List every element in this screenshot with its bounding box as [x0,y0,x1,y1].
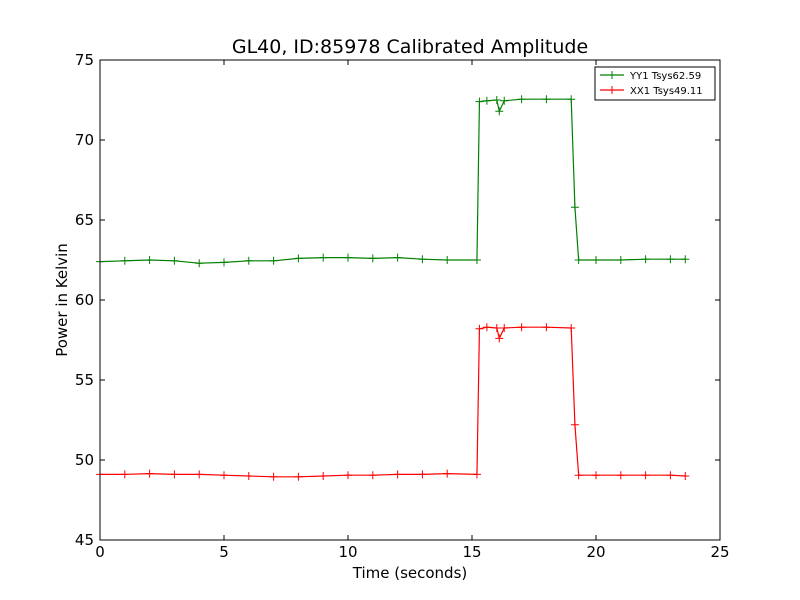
x-tick-label: 15 [462,543,481,561]
data-point-marker [495,107,504,116]
data-point-marker [269,256,278,265]
plot-area [96,95,690,481]
data-point-marker [517,323,526,332]
x-axis-label: Time (seconds) [352,564,468,582]
data-point-marker [592,471,600,480]
y-axis-label: Power in Kelvin [53,243,71,357]
data-point-marker [574,471,583,480]
axis-ticks: 0 5 10 15 20 25 45 50 55 60 65 70 75 [75,51,730,561]
legend-label-0: YY1 Tsys62.59 [629,71,701,82]
x-tick-label: 10 [338,543,357,561]
x-tick-label: 20 [586,543,605,561]
data-point-marker [567,324,576,332]
data-point-marker [495,334,504,343]
data-point-marker [492,324,501,332]
y-tick-label: 45 [75,531,94,549]
data-point-marker [244,256,253,265]
y-tick-label: 75 [75,51,94,69]
x-tick-label: 5 [219,543,229,561]
data-point-marker [472,470,481,479]
y-tick-label: 60 [75,291,94,309]
data-point-marker [195,470,204,479]
data-point-marker [542,95,551,104]
data-point-marker [472,256,481,264]
data-point-marker [666,471,675,480]
data-point-marker [570,203,579,212]
data-point-marker [344,253,352,262]
data-point-marker [592,256,600,264]
data-point-marker [418,255,427,264]
data-point-marker [393,253,402,262]
data-point-marker [542,323,551,332]
data-point-marker [443,256,452,264]
data-point-marker [681,255,690,264]
data-point-marker [482,96,491,105]
data-point-marker [443,469,452,478]
data-point-marker [641,255,650,264]
data-point-marker [616,471,625,480]
data-point-marker [641,471,650,480]
data-point-marker [574,256,583,264]
data-point-marker [500,324,509,332]
legend-box [594,66,716,101]
y-tick-label: 70 [75,131,94,149]
y-tick-label: 65 [75,211,94,229]
data-point-marker [368,254,377,263]
data-point-marker [120,256,129,265]
y-tick-label: 50 [75,451,94,469]
legend-marker-1 [608,86,616,94]
data-point-marker [170,470,179,479]
x-tick-label: 25 [710,543,729,561]
data-point-marker [418,470,427,479]
data-point-marker [220,258,228,267]
data-point-marker [120,470,129,479]
chart-title: GL40, ID:85978 Calibrated Amplitude [232,36,588,58]
data-point-marker [145,469,154,478]
data-point-marker [681,472,690,480]
data-point-marker [482,323,491,332]
data-point-marker [475,324,484,333]
data-point-marker [195,259,204,268]
data-point-marker [294,472,303,481]
data-point-marker [145,256,154,264]
data-point-marker [294,254,303,263]
data-point-marker [517,95,526,104]
data-point-marker [368,471,377,480]
data-point-marker [220,471,228,480]
data-point-marker [319,253,328,262]
data-point-marker [666,255,675,264]
legend-label-1: XX1 Tsys49.11 [630,86,703,97]
data-point-marker [616,256,625,264]
data-point-marker [170,256,179,265]
legend: YY1 Tsys62.59 XX1 Tsys49.11 [594,66,716,101]
data-point-marker [269,472,278,481]
data-point-marker [567,95,576,104]
data-point-marker [500,96,509,105]
data-point-marker [244,472,253,480]
x-tick-label: 0 [95,543,105,561]
data-point-marker [344,471,352,480]
data-point-marker [475,97,484,106]
data-point-marker [319,472,328,480]
y-tick-label: 55 [75,371,94,389]
data-point-marker [570,420,579,429]
data-point-marker [492,96,501,104]
legend-marker-0 [608,71,616,79]
data-point-marker [393,470,402,479]
